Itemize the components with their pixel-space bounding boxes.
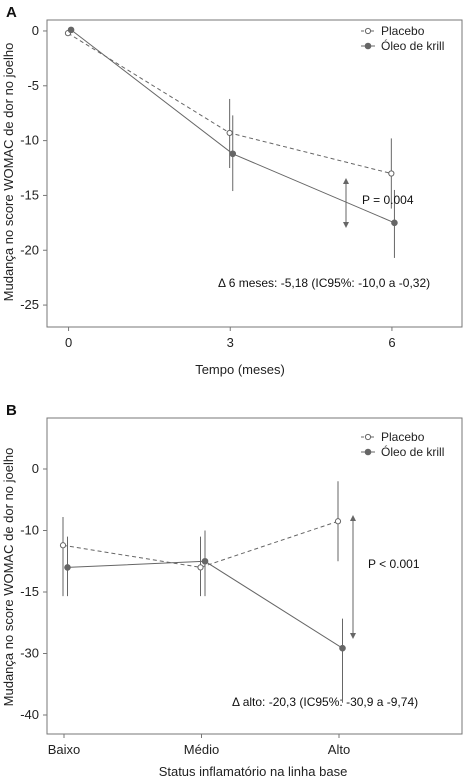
- data-point-0-1-a: [226, 129, 233, 137]
- legend-marker-placebo-a: [364, 27, 372, 35]
- y-tick-label-b: -30: [20, 646, 39, 661]
- plot-frame-b: [46, 417, 463, 735]
- plot-frame-a: [46, 19, 463, 328]
- arrow-head-top-b: [350, 515, 356, 521]
- data-point-1-0-b: [64, 564, 71, 571]
- legend-b: Placebo Óleo de krill: [361, 430, 444, 459]
- data-point-0-1-b: [197, 564, 204, 571]
- delta-annotation-b: Δ alto: -20,3 (IC95%: -30,9 a -9,74): [232, 695, 418, 709]
- y-tick-label-a: 0: [32, 23, 39, 38]
- x-tick-label-b: Baixo: [48, 742, 81, 757]
- x-tick-label-b: Alto: [328, 742, 350, 757]
- x-tick-label-a: 3: [227, 335, 234, 350]
- arrow-head-bottom-b: [350, 633, 356, 639]
- y-tick-label-b: -40: [20, 707, 39, 722]
- y-axis-a: 0 -5 -10 -15 -20 -25: [20, 23, 47, 312]
- data-point-1-2-b: [339, 644, 346, 652]
- x-axis-a: 0 3 6: [65, 327, 396, 350]
- y-tick-label-b: -15: [20, 584, 39, 599]
- legend-marker-krill-b: [364, 448, 372, 456]
- plot-area-b: [59, 481, 346, 703]
- x-axis-title-b: Status inflamatório na linha base: [159, 764, 348, 779]
- x-tick-label-b: Médio: [184, 742, 219, 757]
- y-tick-label-a: -5: [27, 78, 39, 93]
- legend-label-krill-a: Óleo de krill: [381, 38, 444, 53]
- legend-marker-placebo-b: [364, 433, 372, 441]
- p-value-arrow-a: [343, 178, 349, 228]
- p-value-a: P = 0.004: [362, 193, 414, 207]
- panel-label-b: B: [6, 402, 17, 419]
- y-tick-label-b: -10: [20, 523, 39, 538]
- x-axis-b: Baixo Médio Alto: [48, 734, 350, 757]
- x-tick-label-a: 0: [65, 335, 72, 350]
- data-point-1-1-b: [201, 557, 209, 565]
- panel-label-a: A: [6, 4, 17, 21]
- data-point-1-1-a: [229, 150, 237, 158]
- y-tick-label-a: -15: [20, 187, 39, 202]
- y-axis-b: 0 -10 -15 -30 -40: [20, 461, 47, 722]
- legend-label-placebo-a: Placebo: [381, 24, 425, 38]
- p-value-b: P < 0.001: [368, 557, 420, 571]
- x-tick-label-a: 6: [388, 335, 395, 350]
- data-point-1-2-a: [391, 219, 398, 227]
- data-point-0-2-a: [388, 170, 395, 177]
- arrow-head-top-a: [343, 178, 349, 184]
- x-axis-title-a: Tempo (meses): [195, 362, 285, 377]
- legend-label-placebo-b: Placebo: [381, 430, 425, 444]
- y-axis-title-a: Mudança no score WOMAC de dor no joelho: [1, 43, 16, 302]
- data-point-0-0-b: [59, 542, 67, 549]
- plot-area-a: [64, 26, 398, 258]
- y-axis-title-b: Mudança no score WOMAC de dor no joelho: [1, 448, 16, 707]
- arrow-head-bottom-a: [343, 222, 349, 228]
- y-tick-label-a: -10: [20, 133, 39, 148]
- p-value-arrow-b: [350, 515, 356, 639]
- y-tick-label-a: -20: [20, 242, 39, 257]
- delta-annotation-a: Δ 6 meses: -5,18 (IC95%: -10,0 a -0,32): [218, 276, 430, 290]
- legend-label-krill-b: Óleo de krill: [381, 444, 444, 459]
- data-point-0-2-b: [334, 518, 342, 525]
- y-tick-label-a: -25: [20, 297, 39, 312]
- data-point-1-0-a: [67, 26, 75, 34]
- legend-a: Placebo Óleo de krill: [361, 24, 444, 53]
- legend-marker-krill-a: [364, 42, 372, 50]
- y-tick-label-b: 0: [32, 461, 39, 476]
